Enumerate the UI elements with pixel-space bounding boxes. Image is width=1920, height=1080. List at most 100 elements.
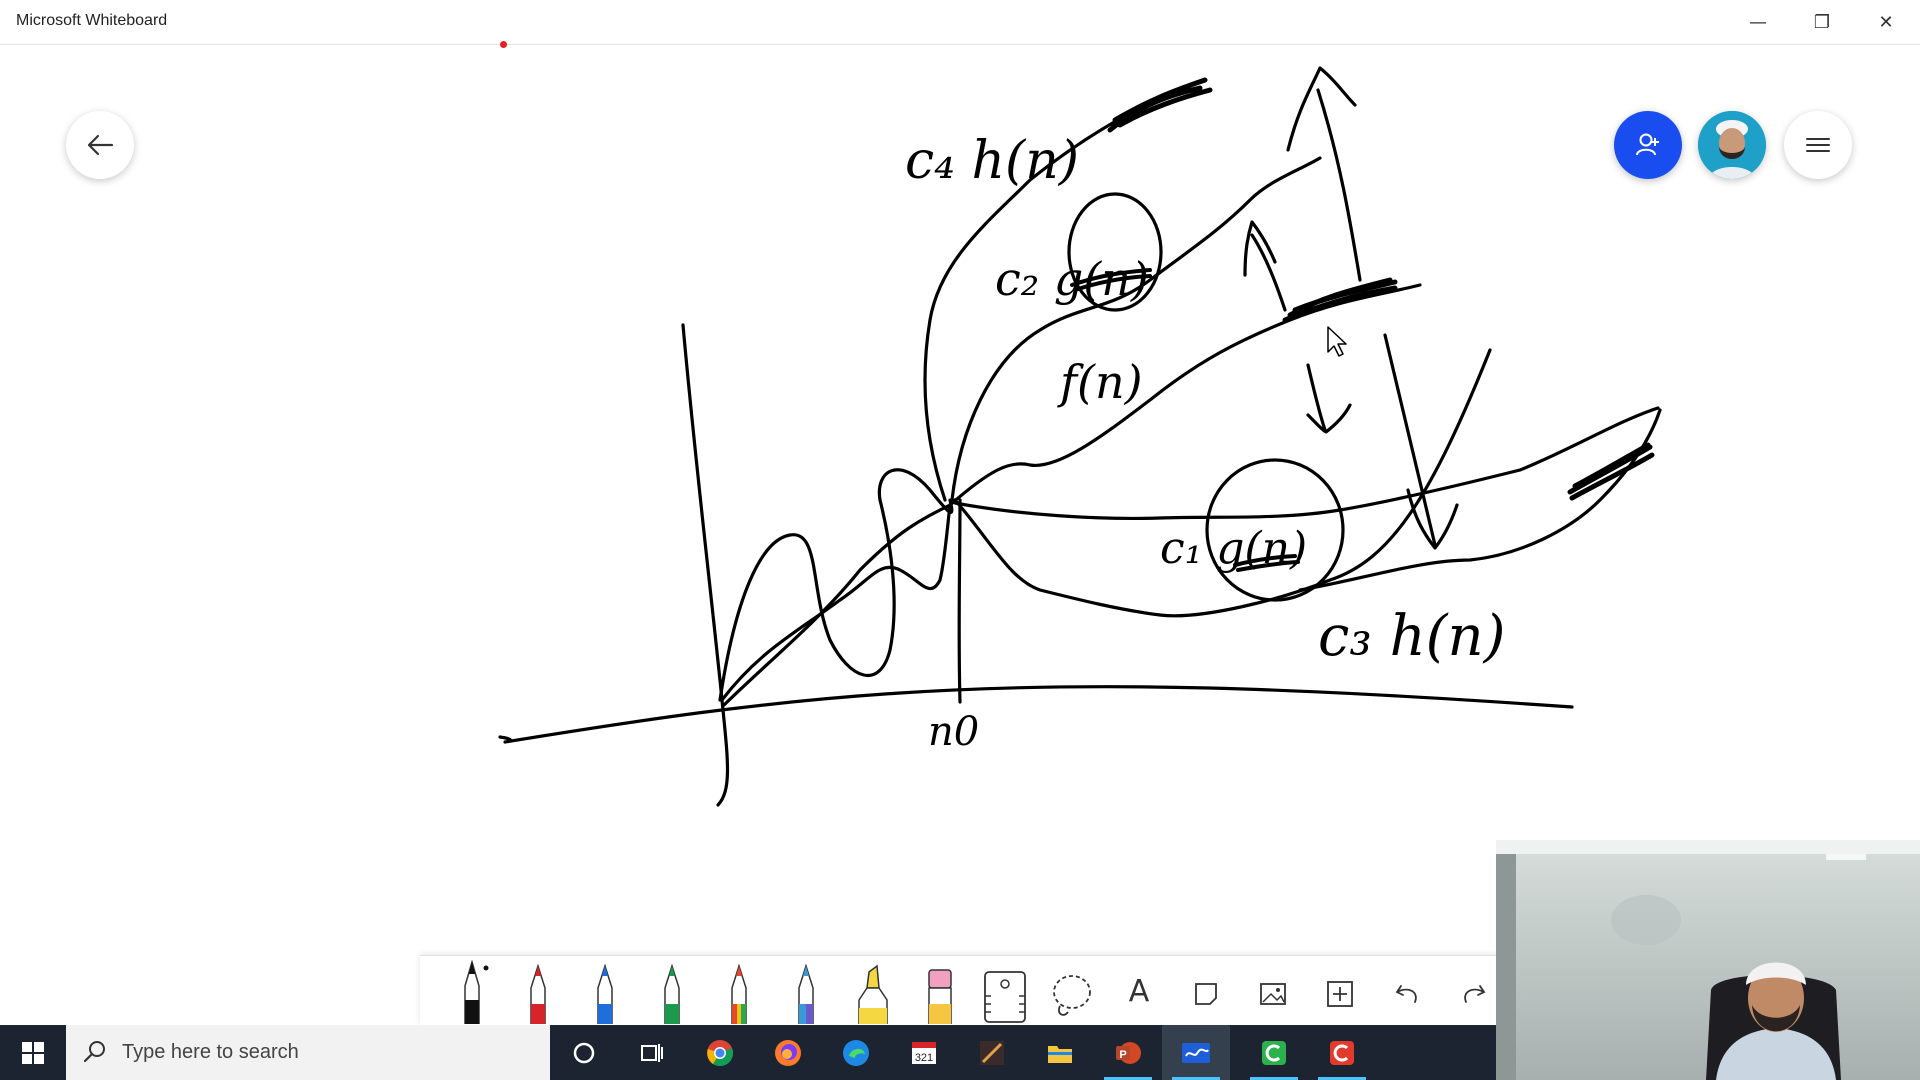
label-n0: n0 [928,709,979,755]
ink-arrow-down-1 [1306,363,1352,434]
svg-text:321: 321 [915,1052,933,1064]
ink-curve-wiggle-3 [722,503,952,707]
pen-galaxy-tool[interactable] [778,962,834,1024]
active-indicator [1172,1077,1220,1080]
restore-icon: ❐ [1813,11,1831,33]
ruler-tool[interactable] [977,962,1033,1024]
firefox-button[interactable] [754,1025,822,1080]
start-button[interactable] [0,1025,66,1080]
cortana-icon [573,1042,595,1063]
image-icon [1260,983,1286,1005]
add-content-tool[interactable] [1312,962,1368,1024]
powerpoint-button[interactable]: P [1094,1025,1162,1080]
calendar-icon: 321 [912,1041,936,1064]
task-view-button[interactable] [618,1025,686,1080]
ink-curve-lower [1298,408,1662,592]
windows-logo-icon [22,1041,44,1064]
eraser-icon [928,969,952,1024]
pen-green-icon [664,963,680,1024]
camtasia-red-button[interactable] [1308,1025,1376,1080]
highlighter-icon [858,964,888,1024]
ink-scribble-2 [1282,277,1398,323]
label-c1g: c₁ g(n) [1160,523,1307,574]
ink-arrow-up-1 [1286,66,1362,282]
lasso-tool[interactable] [1044,962,1100,1024]
ink-y-axis [681,323,730,807]
minimize-button[interactable]: — [1726,0,1790,44]
highlighter-tool[interactable] [845,962,901,1024]
ink-circle-c2g [1067,192,1163,312]
webcam-overlay [1496,840,1920,1080]
undo-button[interactable] [1379,962,1435,1024]
pen-blue-icon [597,963,613,1024]
sticky-note-tool[interactable] [1178,962,1234,1024]
running-indicator [1250,1077,1298,1080]
user-avatar[interactable] [1698,111,1766,179]
menu-button[interactable] [1784,111,1852,179]
ink-x-axis [498,685,1574,744]
ink-curve-c4h [923,88,1182,502]
pen-black-icon [464,960,489,1024]
edge-icon [843,1039,869,1066]
ink-scribble-4 [1070,268,1152,292]
arrow-left-icon [87,134,114,156]
whiteboard-button[interactable] [1162,1025,1230,1080]
whiteboard-canvas[interactable]: c₄ h(n) c₂ g(n) f(n) c₁ g(n) c₃ h(n) n0 [0,45,1920,1025]
firefox-icon [775,1039,801,1066]
ink-curve-c1g [953,348,1492,618]
mouse-cursor-icon [1327,326,1347,357]
ink-curve-f [948,283,1422,507]
camtasia-green-button[interactable] [1240,1025,1308,1080]
running-indicator [1318,1077,1366,1080]
close-button[interactable]: ✕ [1854,0,1918,44]
lasso-icon [1053,975,1091,1016]
invite-button[interactable] [1614,111,1682,179]
back-button[interactable] [66,111,134,179]
snip-button[interactable] [958,1025,1026,1080]
restore-button[interactable]: ❐ [1790,0,1854,44]
label-c2g: c₂ g(n) [995,252,1149,306]
chrome-button[interactable] [686,1025,754,1080]
undo-icon [1395,985,1417,1003]
ink-arrow-up-2 [1243,220,1287,312]
minimize-icon: — [1749,11,1767,33]
pen-galaxy-icon [798,963,814,1024]
text-icon: A [1128,974,1150,1009]
file-explorer-button[interactable] [1026,1025,1094,1080]
ink-curve-c2g [950,156,1322,502]
add-icon [1327,981,1353,1007]
ink-n0-line [957,498,962,704]
calendar-button[interactable]: 321 [890,1025,958,1080]
ink-curve-wiggle-1 [718,468,954,702]
title-bar: Microsoft Whiteboard — ❐ ✕ [0,0,1920,45]
pen-red-tool[interactable] [510,962,566,1024]
webcam-feed-image [1496,840,1920,1080]
search-icon [83,1041,105,1063]
ink-scribble-5 [1233,554,1300,572]
laser-pointer-dot [500,41,507,48]
invite-person-icon [1636,133,1659,156]
avatar-photo [1698,111,1766,179]
redo-button[interactable] [1446,962,1502,1024]
window-title: Microsoft Whiteboard [16,12,168,29]
file-explorer-icon [1048,1045,1072,1063]
cortana-button[interactable] [550,1025,618,1080]
ink-curve-c3h [953,406,1660,521]
camtasia-red-icon [1330,1040,1354,1065]
image-tool[interactable] [1245,962,1301,1024]
eraser-tool[interactable] [912,962,968,1024]
pen-black-tool[interactable] [444,960,500,1024]
ink-scribble-3 [1567,442,1655,501]
pen-green-tool[interactable] [644,962,700,1024]
pen-rainbow-tool[interactable] [711,962,767,1024]
label-f: f(n) [1057,355,1143,409]
text-tool[interactable]: A [1111,962,1167,1024]
edge-button[interactable] [822,1025,890,1080]
pen-blue-tool[interactable] [577,962,633,1024]
inking-toolbar: A [420,955,1500,1026]
chrome-icon [707,1039,734,1066]
svg-text:P: P [1119,1049,1126,1061]
ruler-icon [984,971,1026,1023]
hamburger-menu-icon [1806,138,1830,152]
taskbar-search-box[interactable]: Type here to search [66,1025,550,1080]
